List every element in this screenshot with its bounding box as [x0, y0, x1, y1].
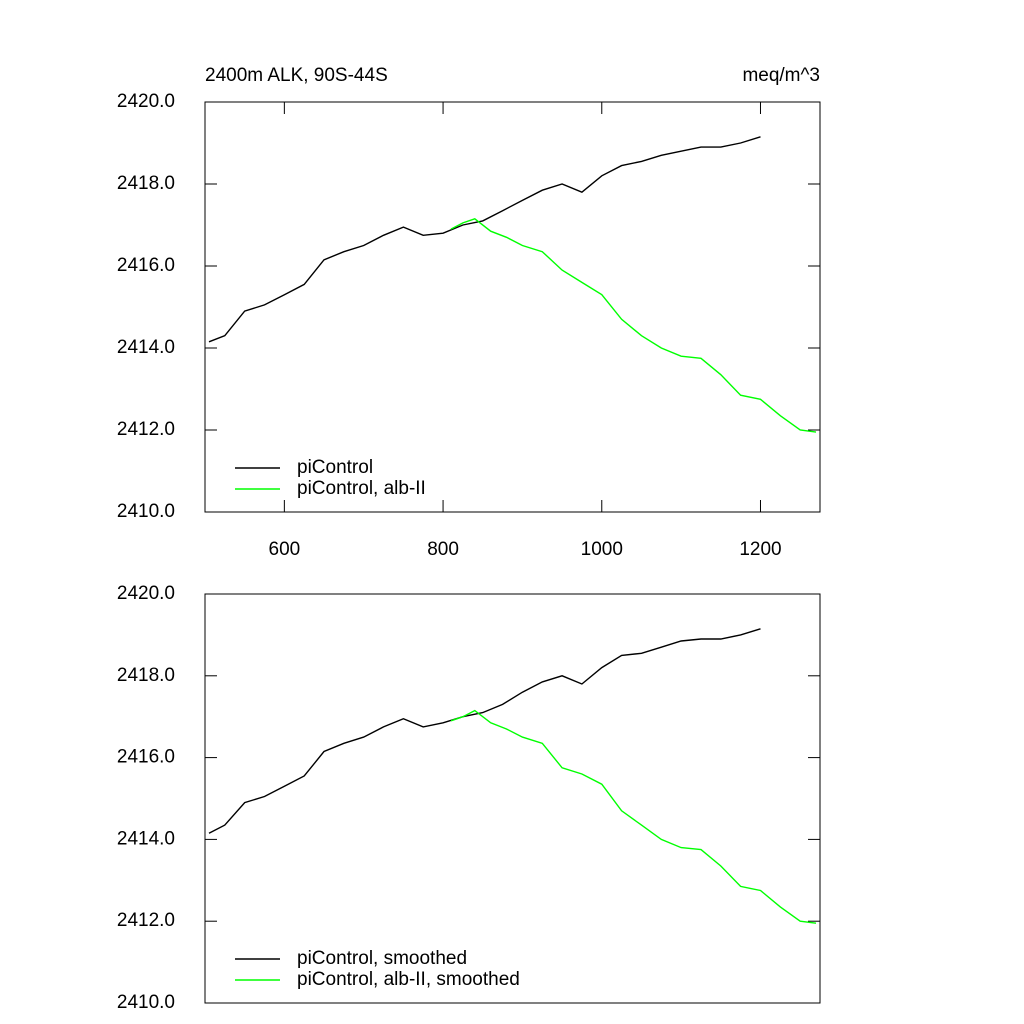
y-tick-label: 2412.0 [117, 910, 175, 931]
x-tick-label: 1200 [739, 539, 781, 560]
x-tick-label: 800 [427, 539, 459, 560]
chart-title: 2400m ALK, 90S-44S [205, 65, 388, 86]
series-line [208, 136, 761, 343]
y-tick-label: 2414.0 [117, 337, 175, 358]
y-tick-label: 2418.0 [117, 173, 175, 194]
y-tick-label: 2414.0 [117, 828, 175, 849]
y-tick-label: 2420.0 [117, 583, 175, 604]
x-tick-label: 1000 [581, 539, 623, 560]
y-tick-label: 2410.0 [117, 501, 175, 522]
y-tick-label: 2410.0 [117, 992, 175, 1013]
series-line [450, 709, 817, 924]
legend-label: piControl, alb-II, smoothed [297, 969, 520, 990]
units-label: meq/m^3 [742, 65, 820, 86]
plot-frame [204, 593, 821, 1004]
series-line [208, 628, 761, 834]
legend-label: piControl, alb-II [297, 478, 426, 499]
series-line [450, 218, 817, 433]
y-tick-label: 2420.0 [117, 91, 175, 112]
legend-label: piControl [297, 457, 373, 478]
plot-frame [204, 101, 821, 513]
y-tick-label: 2412.0 [117, 419, 175, 440]
legend-label: piControl, smoothed [297, 948, 467, 969]
x-tick-label: 600 [269, 539, 301, 560]
y-tick-label: 2416.0 [117, 255, 175, 276]
y-tick-label: 2416.0 [117, 747, 175, 768]
y-tick-label: 2418.0 [117, 665, 175, 686]
